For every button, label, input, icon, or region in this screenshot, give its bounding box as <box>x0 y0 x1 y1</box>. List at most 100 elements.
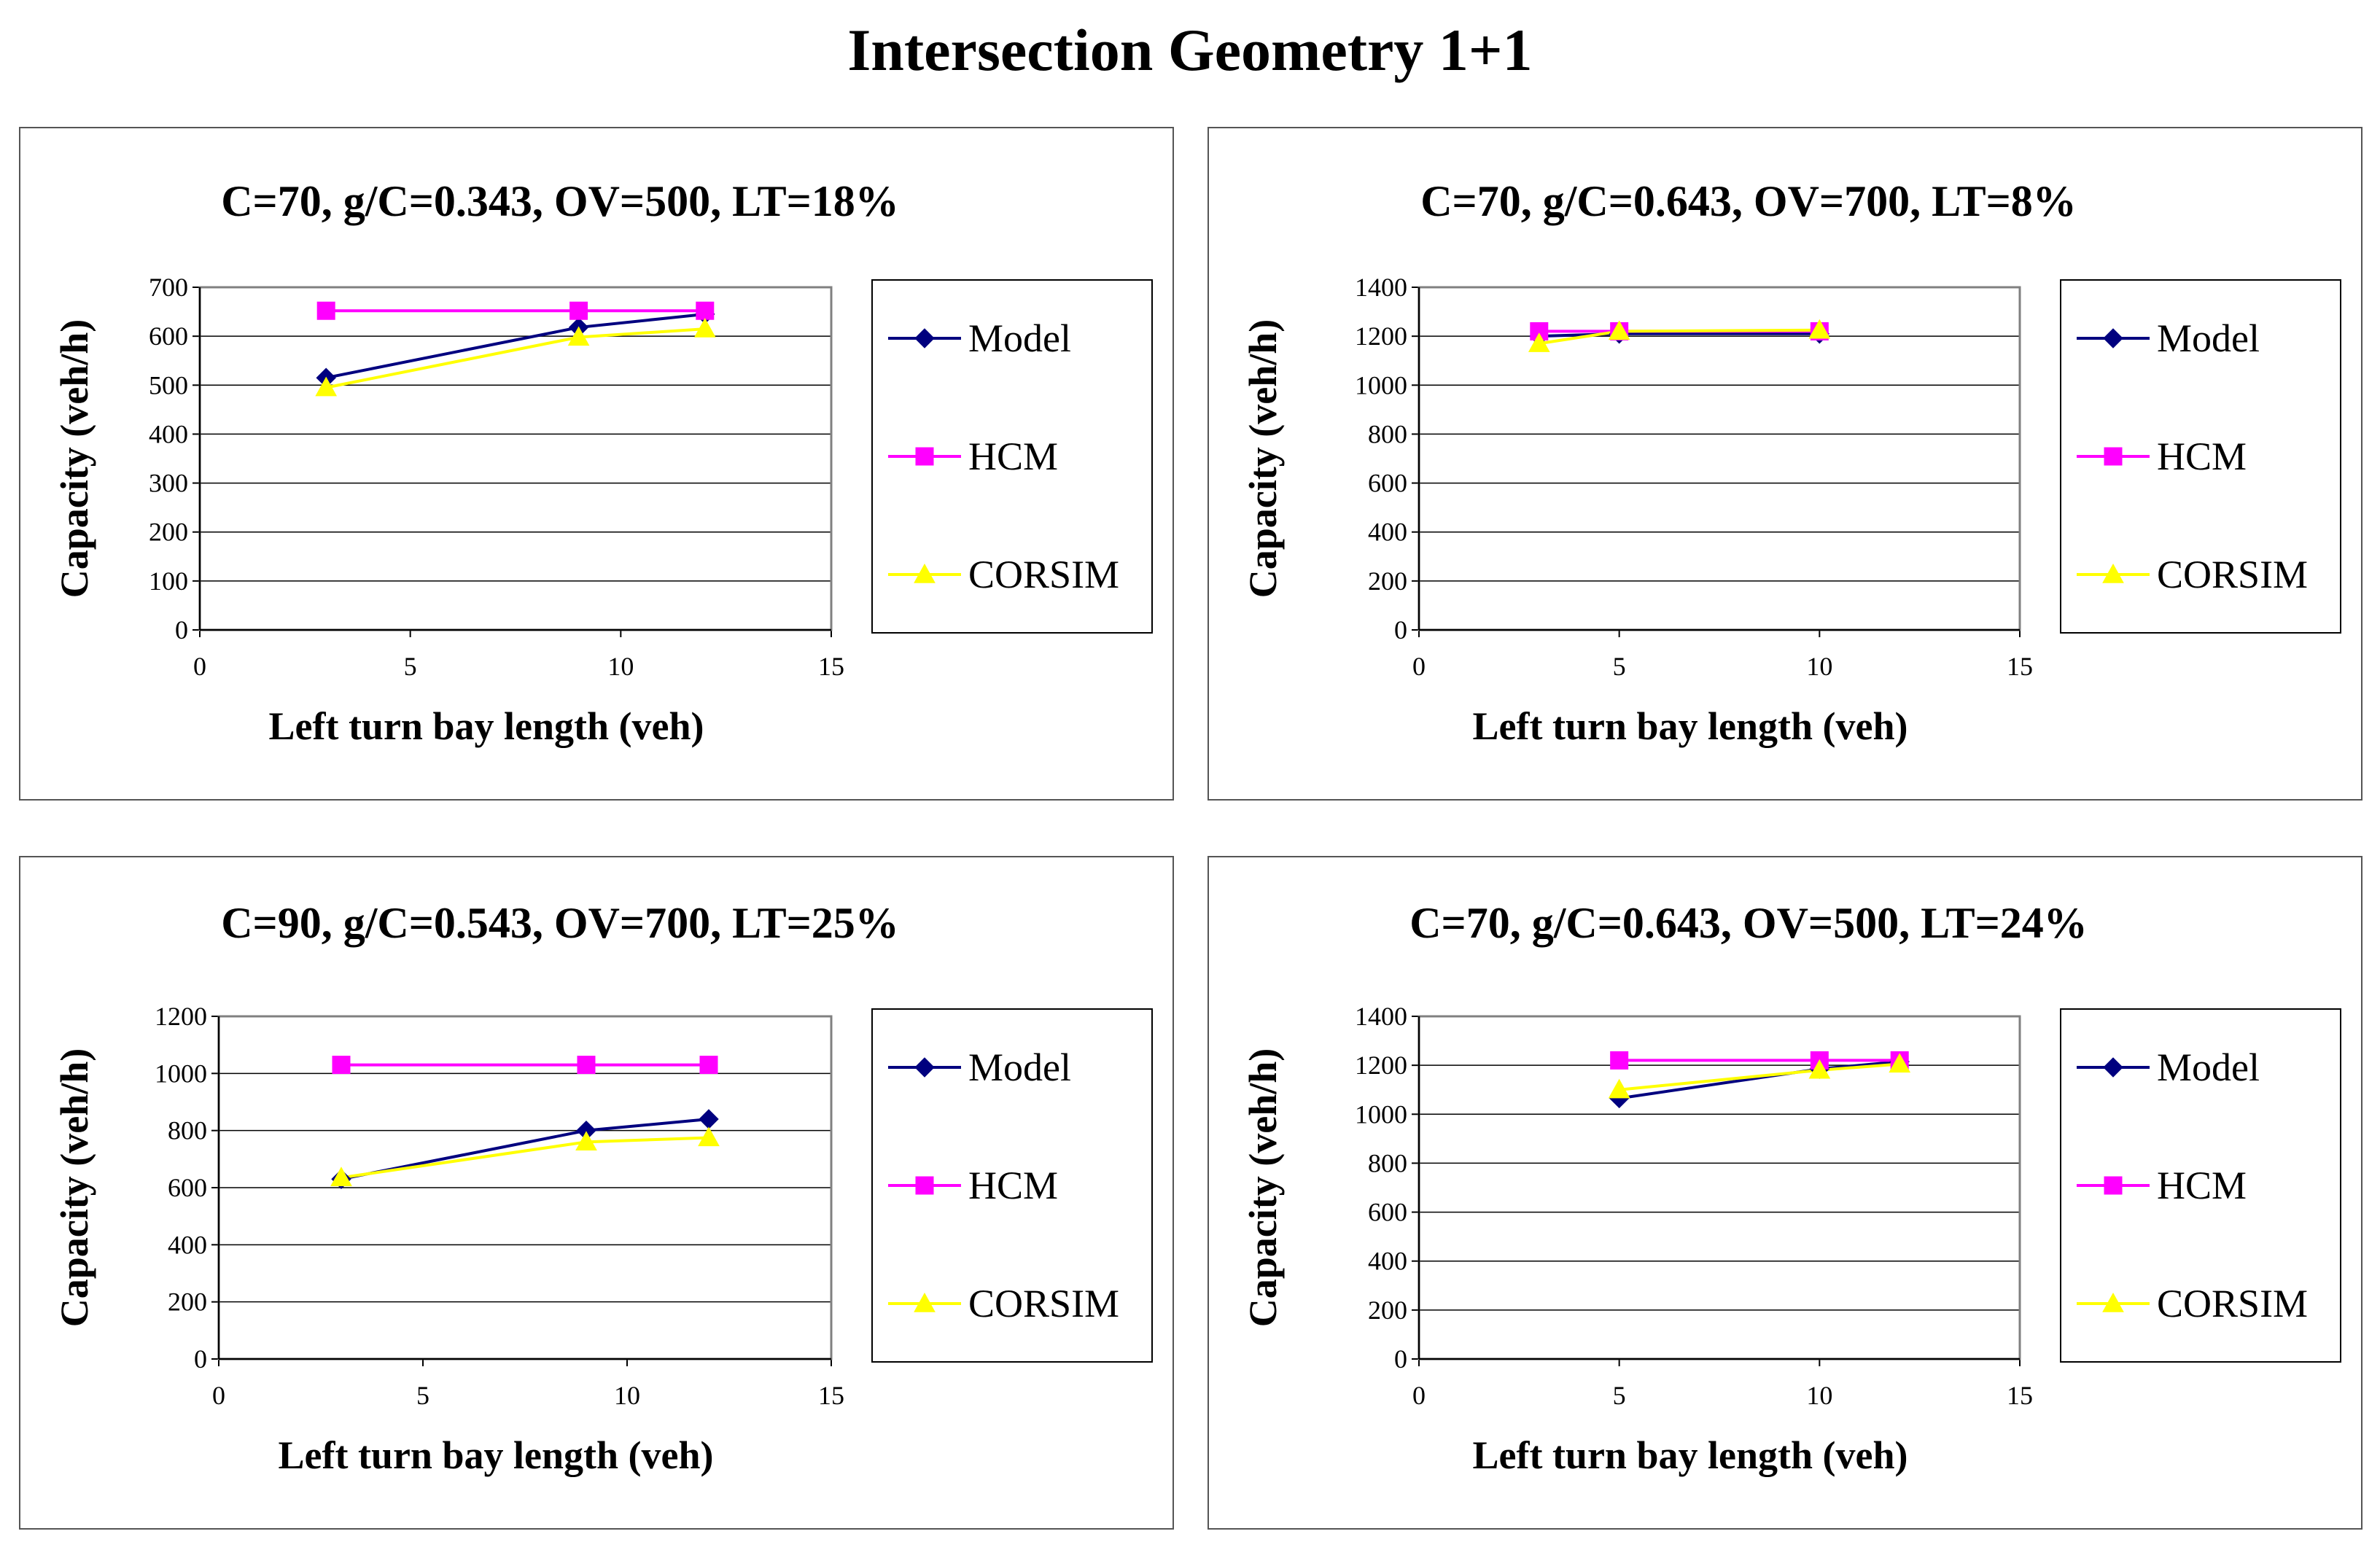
x-tick-label: 10 <box>607 652 634 681</box>
x-tick-label: 10 <box>614 1381 640 1410</box>
data-point-hcm <box>699 1056 718 1075</box>
x-tick-label: 5 <box>416 1381 429 1410</box>
y-tick-label: 0 <box>194 1344 207 1374</box>
y-tick-label: 0 <box>1394 1344 1407 1374</box>
y-tick-label: 100 <box>149 566 188 596</box>
data-point-corsim <box>1608 320 1630 340</box>
y-tick-label: 800 <box>1368 419 1407 448</box>
legend-label-hcm: HCM <box>2157 1164 2247 1207</box>
legend-label-corsim: CORSIM <box>968 1282 1119 1325</box>
data-point-corsim <box>575 1131 597 1151</box>
y-tick-label: 600 <box>1368 469 1407 498</box>
data-point-corsim <box>567 326 590 346</box>
data-point-corsim <box>1808 1059 1831 1079</box>
y-tick-label: 1400 <box>1355 1002 1407 1031</box>
x-tick-label: 15 <box>818 652 844 681</box>
data-point-hcm <box>1610 1051 1629 1070</box>
x-axis-label: Left turn bay length (veh) <box>1473 704 1908 748</box>
legend-marker-corsim <box>914 563 936 583</box>
data-point-hcm <box>577 1056 596 1075</box>
y-tick-label: 400 <box>168 1230 207 1259</box>
legend-marker-corsim <box>2102 563 2124 583</box>
y-tick-label: 0 <box>175 615 188 644</box>
chart-title: C=90, g/C=0.543, OV=700, LT=25% <box>221 899 899 947</box>
y-tick-label: 800 <box>1368 1148 1407 1177</box>
y-tick-label: 1200 <box>1355 1051 1407 1080</box>
y-tick-label: 800 <box>168 1116 207 1145</box>
y-tick-label: 200 <box>1368 566 1407 596</box>
x-tick-label: 10 <box>1806 652 1832 681</box>
chart-svg-2: C=70, g/C=0.643, OV=700, LT=8% 0 200 400 600… <box>1241 177 2341 748</box>
x-tick-label: 5 <box>1613 652 1626 681</box>
series-line-corsim <box>325 327 705 389</box>
plot-area-frame <box>1418 1015 2021 1360</box>
y-tick-label: 200 <box>1368 1296 1407 1325</box>
y-tick-label: 1000 <box>155 1059 207 1088</box>
x-tick-label: 0 <box>1412 652 1426 681</box>
y-tick-label: 1200 <box>1355 322 1407 351</box>
legend-marker-corsim <box>914 1292 936 1312</box>
y-tick-label: 400 <box>149 419 188 448</box>
legend-label-corsim: CORSIM <box>968 553 1119 596</box>
legend-marker-hcm <box>915 1176 934 1195</box>
y-tick-label: 1200 <box>155 1002 207 1031</box>
y-tick-label: 400 <box>1368 1247 1407 1276</box>
chart-svg-1: C=70, g/C=0.343, OV=500, LT=18% 0 100 200 30… <box>52 177 1153 748</box>
y-tick-label: 500 <box>149 370 188 400</box>
page-title: Intersection Geometry 1+1 <box>847 17 1533 83</box>
data-point-model <box>699 1109 719 1129</box>
x-tick-label: 0 <box>212 1381 225 1410</box>
data-point-hcm <box>316 301 335 320</box>
y-tick-label: 1000 <box>1355 370 1407 400</box>
chart-panel-3: C=90, g/C=0.543, OV=700, LT=25% 0 200 400 60… <box>19 856 1174 1530</box>
y-tick-label: 200 <box>149 518 188 547</box>
chart-title: C=70, g/C=0.643, OV=700, LT=8% <box>1420 177 2077 225</box>
y-tick-label: 300 <box>149 469 188 498</box>
data-point-hcm <box>696 301 715 320</box>
chart-panel-1: C=70, g/C=0.343, OV=500, LT=18% 0 100 200 30… <box>19 127 1174 801</box>
chart-panel-4: C=70, g/C=0.643, OV=500, LT=24% 0 200 400 60… <box>1208 856 2362 1530</box>
chart-title: C=70, g/C=0.343, OV=500, LT=18% <box>221 177 899 225</box>
legend-label-model: Model <box>2157 316 2260 360</box>
data-point-corsim <box>693 318 716 338</box>
y-tick-label: 1000 <box>1355 1099 1407 1129</box>
legend-label-corsim: CORSIM <box>2157 553 2308 596</box>
x-tick-label: 0 <box>1412 1381 1426 1410</box>
legend-label-model: Model <box>968 1045 1071 1089</box>
y-tick-label: 1400 <box>1355 273 1407 302</box>
y-axis-label: Capacity (veh/h) <box>52 319 96 598</box>
chart-panel-2: C=70, g/C=0.643, OV=700, LT=8% 0 200 400 600… <box>1208 127 2362 801</box>
legend-marker-model <box>914 328 935 348</box>
legend-marker-hcm <box>2104 1176 2123 1195</box>
x-tick-label: 15 <box>2007 652 2033 681</box>
x-tick-label: 15 <box>818 1381 844 1410</box>
y-tick-label: 200 <box>168 1288 207 1317</box>
data-point-corsim <box>1528 332 1550 352</box>
y-axis-label: Capacity (veh/h) <box>1241 1048 1285 1327</box>
plot-area-frame <box>1418 286 2021 631</box>
y-tick-label: 600 <box>1368 1198 1407 1227</box>
y-tick-label: 0 <box>1394 615 1407 644</box>
x-axis-label: Left turn bay length (veh) <box>1473 1433 1908 1477</box>
x-tick-label: 10 <box>1806 1381 1832 1410</box>
chart-svg-3: C=90, g/C=0.543, OV=700, LT=25% 0 200 400 60… <box>52 899 1153 1477</box>
x-axis-label: Left turn bay length (veh) <box>269 704 704 748</box>
data-point-corsim <box>698 1126 720 1147</box>
x-tick-label: 15 <box>2007 1381 2033 1410</box>
data-point-corsim <box>1889 1053 1911 1073</box>
chart-svg-4: C=70, g/C=0.643, OV=500, LT=24% 0 200 400 60… <box>1241 899 2341 1477</box>
legend-marker-corsim <box>2102 1292 2124 1312</box>
data-point-corsim <box>1608 1078 1630 1099</box>
y-axis-label: Capacity (veh/h) <box>1241 319 1285 598</box>
data-point-hcm <box>569 301 588 320</box>
legend-marker-hcm <box>915 447 934 466</box>
legend-label-hcm: HCM <box>968 435 1058 478</box>
chart-title: C=70, g/C=0.643, OV=500, LT=24% <box>1409 899 2088 947</box>
y-tick-label: 600 <box>149 322 188 351</box>
legend-marker-model <box>2103 1057 2123 1078</box>
data-point-corsim <box>315 376 338 397</box>
y-tick-label: 600 <box>168 1173 207 1202</box>
data-point-corsim <box>1808 319 1831 339</box>
x-tick-label: 5 <box>404 652 417 681</box>
y-axis-label: Capacity (veh/h) <box>52 1048 96 1327</box>
